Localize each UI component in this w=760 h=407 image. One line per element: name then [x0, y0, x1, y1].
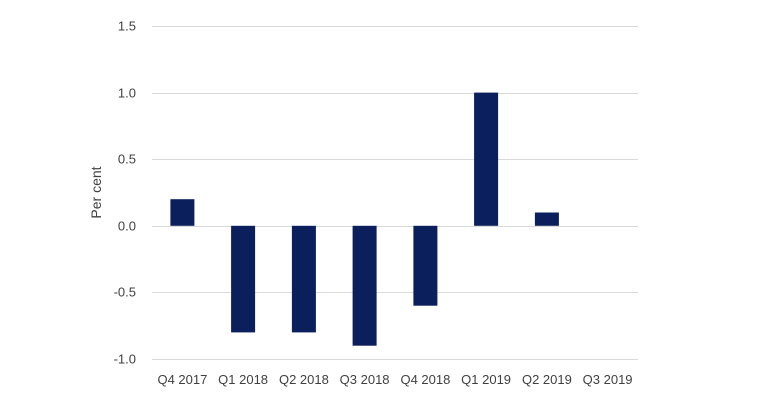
x-tick-label: Q1 2018 — [218, 372, 268, 387]
bar-q4-2018 — [413, 225, 438, 306]
y-tick-label: 0.5 — [118, 152, 136, 167]
bar-q3-2018 — [352, 225, 377, 346]
y-tick-label: 1.0 — [118, 86, 136, 101]
x-tick-label: Q3 2019 — [583, 372, 633, 387]
y-tick-label: 0.0 — [118, 219, 136, 234]
x-tick-label: Q2 2018 — [279, 372, 329, 387]
x-axis-ticks: Q4 2017 Q1 2018 Q2 2018 Q3 2018 Q4 2018 Q1 20… — [157, 372, 632, 387]
gridlines — [152, 26, 638, 360]
y-axis-title: Per cent — [88, 166, 104, 218]
y-tick-label: -0.5 — [114, 285, 136, 300]
x-tick-label: Q4 2017 — [157, 372, 207, 387]
bars — [170, 92, 559, 346]
y-axis-ticks: 1.5 1.0 0.5 0.0 -0.5 -1.0 — [114, 19, 136, 367]
bar-q4-2017 — [170, 199, 195, 226]
y-tick-label: -1.0 — [114, 352, 136, 367]
x-tick-label: Q1 2019 — [461, 372, 511, 387]
y-tick-label: 1.5 — [118, 19, 136, 34]
x-tick-label: Q4 2018 — [400, 372, 450, 387]
x-tick-label: Q3 2018 — [340, 372, 390, 387]
bar-q1-2019 — [474, 92, 499, 226]
x-tick-label: Q2 2019 — [522, 372, 572, 387]
bar-q2-2018 — [291, 225, 316, 333]
bar-q1-2018 — [231, 225, 256, 333]
bar-q2-2019 — [534, 212, 559, 226]
